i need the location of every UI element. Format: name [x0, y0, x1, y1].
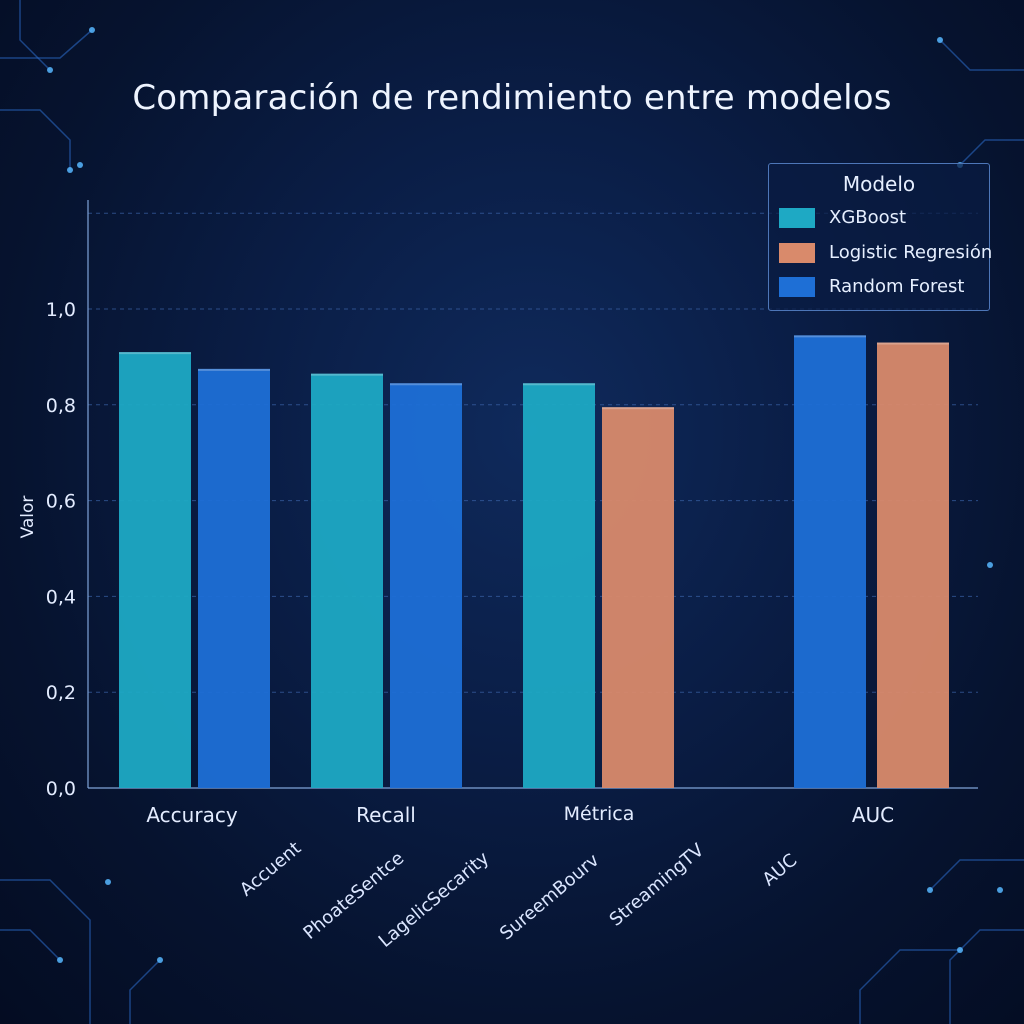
circuit-node-2 [47, 67, 53, 73]
bar-highlight-1-0 [311, 373, 383, 376]
bar-accuracy-xgboost [119, 352, 191, 788]
y-tick-label-0-4: 0,4 [46, 586, 76, 608]
bar-group-2-logistic-regresion [602, 407, 674, 788]
bar-recall-random-forest [390, 383, 462, 788]
legend-item-logistic-regresion: Logistic Regresión [779, 241, 992, 267]
bar-group-2-xgboost [523, 383, 595, 788]
y-axis-label: Valor [18, 496, 38, 539]
legend-item-random-forest: Random Forest [779, 275, 984, 301]
circuit-line-10 [859, 949, 960, 1024]
bar-recall-xgboost [311, 373, 383, 788]
y-tick-label-0-0: 0,0 [46, 778, 76, 800]
category-label-auc: AUC [852, 803, 894, 827]
bar-highlight-1-1 [390, 383, 462, 386]
category-label-accuracy: Accuracy [146, 803, 237, 827]
circuit-node-1 [67, 167, 73, 173]
bar-highlight-2-0 [523, 383, 595, 386]
circuit-line-7 [129, 959, 161, 1024]
circuit-node-6 [157, 957, 163, 963]
circuit-node-7 [927, 887, 933, 893]
circuit-line-9 [949, 929, 1024, 1024]
circuit-line-3 [939, 39, 1024, 71]
circuit-node-10 [987, 562, 993, 568]
x-axis-label: Métrica [564, 803, 635, 825]
rotated-tick-label-sureembourv-3: SureemBourv [496, 850, 603, 945]
circuit-line-0 [0, 29, 93, 59]
legend-title: Modelo [842, 172, 916, 196]
chart-title: Comparación de rendimiento entre modelos [132, 78, 892, 118]
legend-item-xgboost: XGBoost [779, 206, 984, 232]
category-label-recall: Recall [356, 803, 416, 827]
circuit-node-5 [57, 957, 63, 963]
bar-accuracy-random-forest [198, 368, 270, 788]
circuit-line-1 [0, 109, 71, 170]
bars [119, 335, 949, 788]
bar-highlight-0-0 [119, 352, 191, 355]
bar-highlight-3-0 [794, 335, 866, 338]
circuit-line-5 [0, 879, 91, 1024]
circuit-node-11 [997, 887, 1003, 893]
circuit-line-4 [959, 139, 1024, 166]
legend-swatch-logistic-regresion [779, 243, 815, 263]
circuit-node-3 [937, 37, 943, 43]
circuit-line-2 [19, 0, 51, 71]
rotated-tick-label-accuent-0: Accuent [236, 838, 305, 901]
circuit-node-12 [105, 879, 111, 885]
legend-swatch-random-forest [779, 277, 815, 297]
bar-highlight-2-1 [602, 407, 674, 410]
circuit-node-8 [957, 947, 963, 953]
legend-swatch-xgboost [779, 208, 815, 228]
legend-label-random-forest: Random Forest [829, 276, 965, 297]
bar-auc-random-forest [794, 335, 866, 788]
bar-highlight-0-1 [198, 368, 270, 371]
rotated-tick-label-streamingtv-4: StreamingTV [606, 839, 709, 930]
legend: Modelo XGBoost Logistic Regresión Random… [768, 163, 992, 311]
circuit-line-8 [929, 859, 1024, 891]
bar-highlight-3-1 [877, 342, 949, 345]
circuit-line-6 [0, 929, 61, 961]
circuit-node-9 [77, 162, 83, 168]
legend-label-xgboost: XGBoost [829, 207, 907, 228]
legend-label-logistic-regresion: Logistic Regresión [829, 242, 993, 263]
y-tick-label-1-0: 1,0 [46, 299, 76, 321]
bar-auc-logistic-regresion [877, 342, 949, 788]
y-tick-label-0-6: 0,6 [46, 491, 76, 513]
y-tick-label-0-8: 0,8 [46, 395, 76, 417]
y-tick-label-0-2: 0,2 [46, 682, 76, 704]
rotated-tick-label-auc-5: AUC [759, 850, 802, 891]
circuit-node-0 [89, 27, 95, 33]
